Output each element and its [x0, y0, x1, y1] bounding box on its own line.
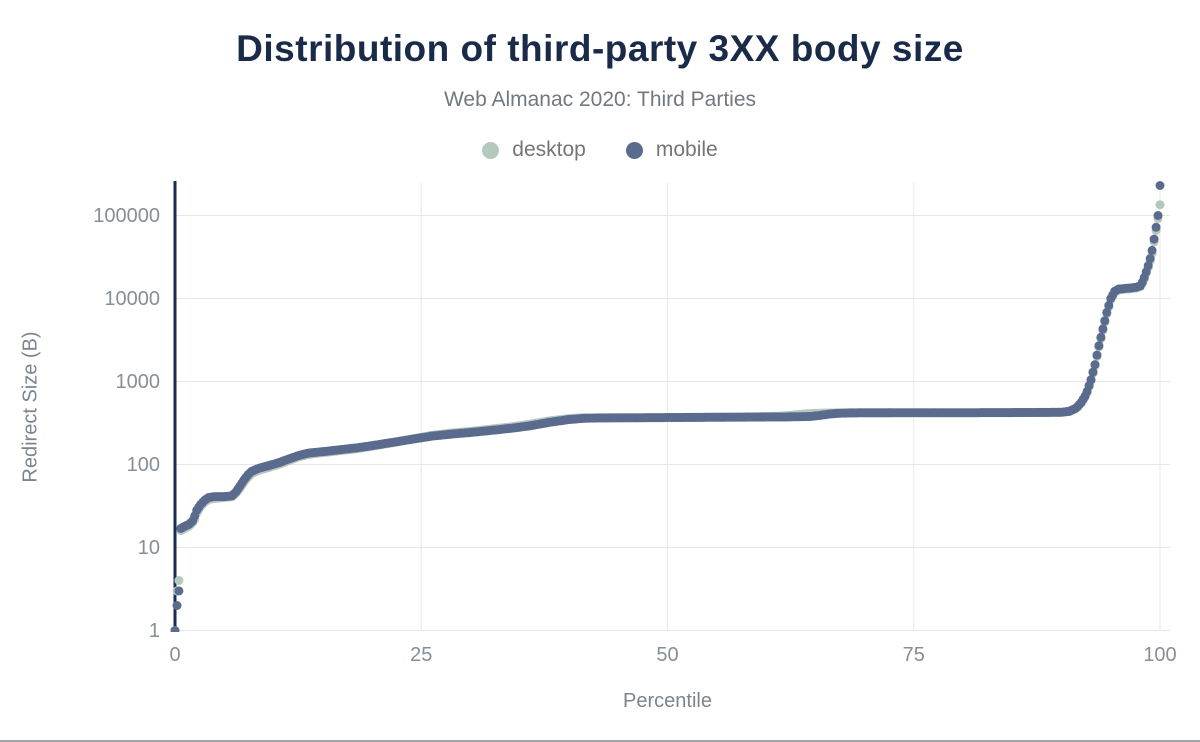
y-tick-label: 100000	[93, 204, 160, 227]
y-tick-label: 100	[126, 453, 160, 476]
x-tick-label: 100	[1143, 644, 1177, 666]
y-axis-title: Redirect Size (B)	[19, 331, 42, 483]
mobile-series-marker-icon	[625, 141, 643, 159]
x-tick-label: 25	[410, 644, 433, 666]
legend: desktop mobile	[0, 138, 1200, 162]
y-tick-label: 10	[137, 536, 160, 559]
y-tick-label: 1000	[115, 370, 161, 393]
page-bottom-border	[0, 740, 1200, 742]
legend-item-desktop[interactable]: desktop	[482, 138, 586, 162]
chart-title: Distribution of third-party 3XX body siz…	[236, 28, 964, 69]
x-tick-label: 75	[902, 644, 925, 666]
legend-label-mobile: mobile	[655, 138, 718, 161]
y-tick-label: 1	[148, 619, 160, 642]
x-tick-label: 0	[169, 644, 181, 666]
chart-subtitle: Web Almanac 2020: Third Parties	[443, 88, 757, 111]
x-axis-title: Percentile	[623, 690, 712, 712]
y-tick-label: 10000	[104, 287, 160, 310]
gridlines	[174, 183, 1170, 631]
legend-item-mobile[interactable]: mobile	[625, 138, 718, 162]
desktop-series-marker-icon	[482, 141, 500, 159]
mobile-series-points[interactable]	[170, 181, 1165, 635]
legend-label-desktop: desktop	[512, 138, 586, 161]
x-tick-label: 50	[656, 644, 679, 666]
